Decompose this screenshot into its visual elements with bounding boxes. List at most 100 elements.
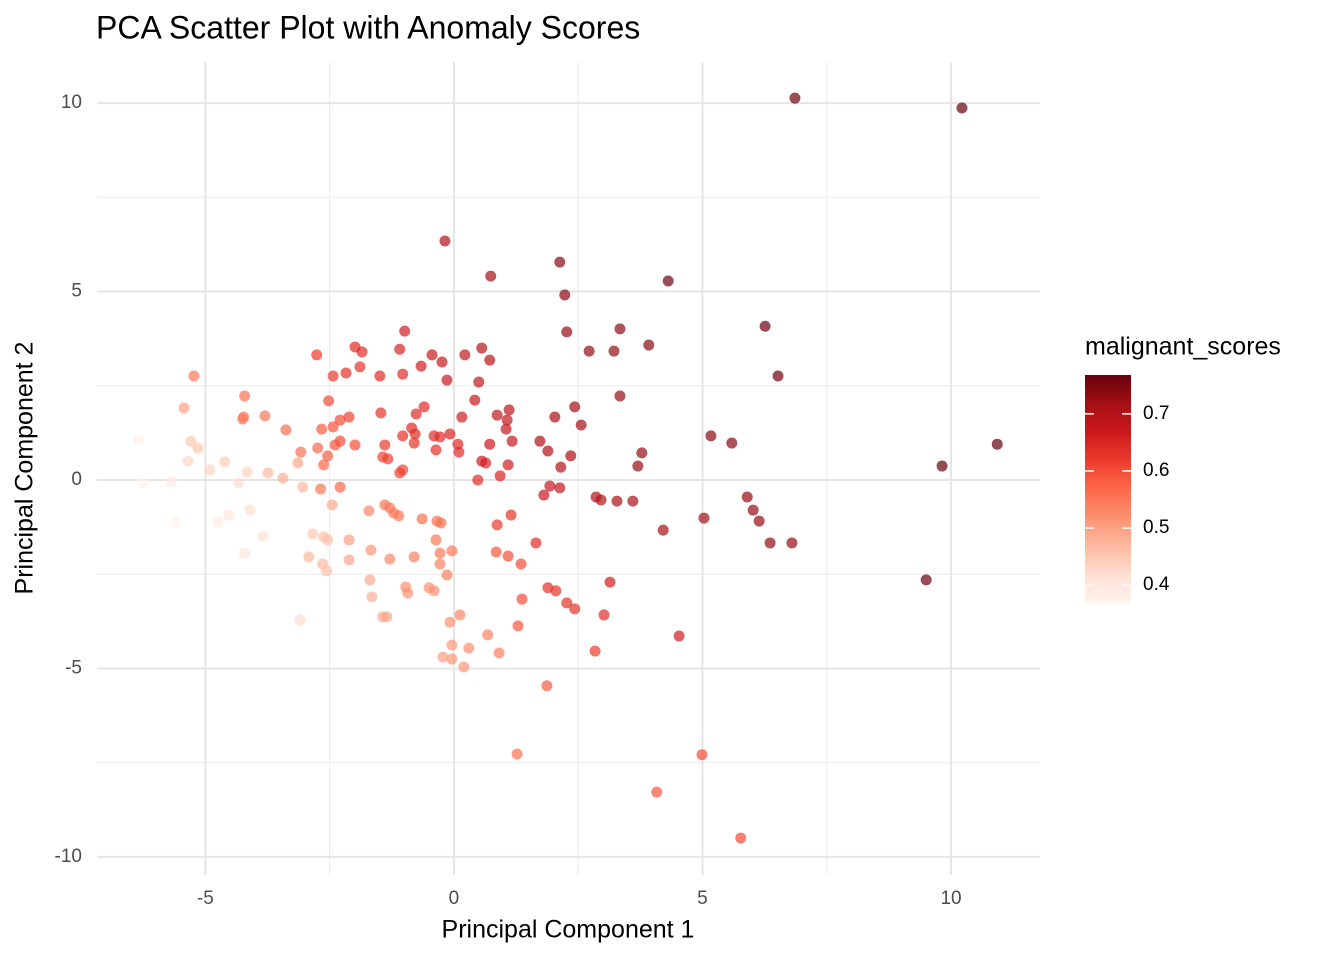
data-point (444, 616, 456, 628)
data-point (381, 611, 393, 623)
data-point (349, 439, 361, 451)
data-point (295, 446, 307, 458)
data-point (363, 505, 375, 517)
data-point (408, 437, 420, 449)
data-point (340, 367, 352, 379)
data-point (329, 439, 341, 451)
data-point (212, 516, 224, 528)
data-point (538, 489, 550, 501)
data-point (322, 450, 334, 462)
data-point (434, 558, 446, 570)
data-point (436, 356, 448, 368)
data-point (292, 457, 304, 469)
data-point (516, 593, 528, 605)
data-point (343, 554, 355, 566)
data-point (394, 467, 406, 479)
data-point (459, 349, 471, 361)
data-point (393, 510, 405, 522)
data-point (323, 395, 335, 407)
data-point (410, 408, 422, 420)
data-point (491, 409, 503, 421)
data-point (204, 464, 216, 476)
data-point (297, 481, 309, 493)
data-point (936, 460, 948, 472)
data-point (458, 661, 470, 673)
data-point (544, 480, 556, 492)
data-point (223, 509, 235, 521)
data-point (277, 472, 289, 484)
legend-title: malignant_scores (1085, 333, 1281, 361)
data-point (542, 445, 554, 457)
data-point (327, 421, 339, 433)
data-point (473, 376, 485, 388)
data-point (439, 235, 451, 247)
data-point (315, 483, 327, 495)
data-point (595, 494, 607, 506)
data-point (262, 467, 274, 479)
data-point (219, 456, 231, 468)
data-point (550, 585, 562, 597)
data-point (437, 651, 449, 663)
data-point (502, 550, 514, 562)
data-point (375, 407, 387, 419)
data-point (494, 470, 506, 482)
data-point (476, 342, 488, 354)
y-tick-label: -5 (65, 657, 82, 678)
data-point (349, 341, 361, 353)
data-point (698, 512, 710, 524)
data-point (397, 430, 409, 442)
chart-title: PCA Scatter Plot with Anomaly Scores (96, 9, 640, 45)
data-point (541, 680, 553, 692)
data-point (505, 509, 517, 521)
data-point (705, 430, 717, 442)
data-point (604, 576, 616, 588)
y-axis-label: Principal Component 2 (11, 342, 39, 595)
data-point (559, 289, 571, 301)
data-point (307, 528, 319, 540)
data-point (583, 345, 595, 357)
y-tick-label: 10 (61, 92, 82, 113)
data-point (133, 434, 145, 446)
data-point (484, 354, 496, 366)
colorbar-label: 0.4 (1143, 574, 1170, 595)
data-point (326, 499, 338, 511)
data-point (569, 401, 581, 413)
data-point (753, 515, 765, 527)
data-point (239, 547, 251, 559)
data-point (534, 435, 546, 447)
data-point (382, 453, 394, 465)
data-point (416, 513, 428, 525)
x-tick-label: -5 (197, 888, 214, 909)
y-tick-label: -10 (55, 846, 82, 867)
data-point (354, 361, 366, 373)
data-point (643, 339, 655, 351)
data-point (244, 504, 256, 516)
data-point (482, 629, 494, 641)
data-point (257, 530, 269, 542)
data-point (399, 325, 411, 337)
data-point (430, 444, 442, 456)
data-point (632, 460, 644, 472)
data-point (726, 437, 738, 449)
data-point (493, 647, 505, 659)
data-point (503, 404, 515, 416)
data-point (608, 345, 620, 357)
data-point (530, 537, 542, 549)
data-point (512, 620, 524, 632)
data-point (515, 558, 527, 570)
data-point (485, 270, 497, 282)
data-point (569, 603, 581, 615)
data-point (554, 256, 566, 268)
data-point (501, 414, 513, 426)
data-point (636, 447, 648, 459)
data-point (182, 455, 194, 467)
data-point (446, 545, 458, 557)
data-point (409, 428, 421, 440)
x-tick-label: 0 (449, 888, 460, 909)
data-point (408, 551, 420, 563)
colorbar-label: 0.7 (1143, 403, 1169, 424)
data-point (188, 370, 200, 382)
data-point (759, 320, 771, 332)
data-point (334, 414, 346, 426)
data-point (561, 326, 573, 338)
